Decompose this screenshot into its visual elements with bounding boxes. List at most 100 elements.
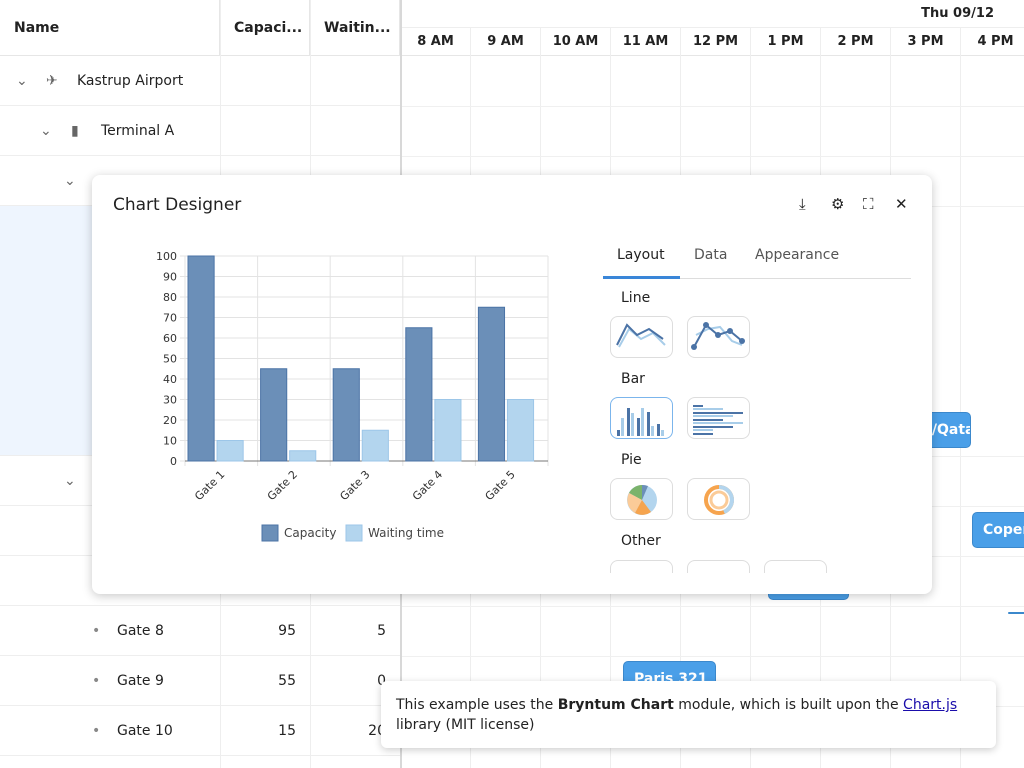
event-bar[interactable] (1008, 612, 1024, 614)
info-note: This example uses the Bryntum Chart modu… (381, 681, 996, 748)
hour-tick: 9 AM (470, 28, 540, 56)
event-bar[interactable]: Copenhagen (972, 512, 1024, 548)
waiting-cell: 0 (377, 673, 386, 689)
pie-chart-option[interactable] (610, 478, 673, 520)
x-tick-label: Gate 5 (483, 468, 518, 503)
grid-header: Name Capaci... Waitin... (0, 0, 400, 56)
chartjs-link[interactable]: Chart.js (903, 697, 958, 713)
y-tick-label: 100 (156, 250, 177, 263)
bar-capacity (477, 306, 506, 462)
x-tick-label: Gate 4 (410, 468, 445, 503)
doughnut-chart-option[interactable] (687, 478, 750, 520)
note-bold: Bryntum Chart (557, 697, 674, 713)
chevron-down-icon[interactable]: ⌄ (64, 473, 76, 489)
tab-appearance[interactable]: Appearance (755, 247, 840, 263)
gate-row[interactable]: • Gate 9 55 0 (0, 656, 400, 706)
waiting-cell: 20 (368, 723, 386, 739)
date-label: Thu 09/12 (921, 6, 994, 21)
x-tick-label: Gate 1 (192, 468, 227, 503)
gate-row[interactable]: • Gate 8 95 5 (0, 606, 400, 656)
bar-chart: 0 10 20 30 40 50 60 70 80 90 100 Gate 1 Gate 2 Gate 3… (156, 250, 549, 542)
chevron-down-icon[interactable]: ⌄ (16, 73, 28, 89)
section-bar: Bar (621, 371, 645, 387)
row-name: Terminal A (101, 123, 175, 139)
bar-waiting-time (216, 440, 244, 462)
section-pie: Pie (621, 452, 642, 468)
chevron-down-icon[interactable]: ⌄ (64, 173, 76, 189)
bar-waiting-time (289, 450, 317, 462)
column-header-waiting[interactable]: Waitin... (310, 0, 400, 56)
chevron-down-icon[interactable]: ⌄ (40, 123, 52, 139)
hour-tick: 8 AM (400, 28, 470, 56)
waiting-cell: 5 (377, 623, 386, 639)
column-header-capacity[interactable]: Capaci... (220, 0, 310, 56)
legend-swatch (261, 524, 279, 542)
tab-bar: Layout Data Appearance (603, 237, 911, 279)
capacity-cell: 55 (278, 673, 296, 689)
bar-waiting-time (361, 429, 389, 462)
radar-chart-option[interactable] (764, 560, 827, 573)
legend-label: Capacity (284, 526, 336, 540)
y-tick-label: 80 (163, 291, 177, 304)
chart-type-list[interactable]: Line Bar Pie Other (603, 285, 923, 573)
section-other: Other (621, 533, 661, 549)
tree-row[interactable] (0, 556, 400, 606)
bar-waiting-time (434, 399, 462, 462)
gate-row[interactable]: • Gate 10 15 20 (0, 706, 400, 756)
y-tick-label: 20 (163, 414, 177, 427)
y-tick-label: 60 (163, 332, 177, 345)
capacity-cell: 95 (278, 623, 296, 639)
building-icon: ▮ (71, 123, 79, 139)
row-name: Kastrup Airport (77, 73, 184, 89)
scatter-chart-option[interactable] (610, 560, 673, 573)
legend-swatch (345, 524, 363, 542)
note-text: This example uses the (396, 697, 558, 713)
tree-row-airport[interactable]: ⌄ ✈ Kastrup Airport (0, 56, 400, 106)
line-points-chart-option[interactable] (687, 316, 750, 358)
bar-capacity (332, 368, 360, 462)
x-tick-label: Gate 2 (265, 468, 300, 503)
hour-tick: 10 AM (540, 28, 610, 56)
hour-tick: 1 PM (750, 28, 820, 56)
y-tick-label: 50 (163, 353, 177, 366)
fullscreen-icon[interactable]: ⛶ (863, 195, 874, 213)
close-icon[interactable]: ✕ (895, 195, 908, 213)
chart-designer-dialog: Chart Designer ⤓ ⚙ ⛶ ✕ 0 10 20 30 40 50 60 70 80… (92, 175, 932, 594)
y-tick-label: 0 (170, 455, 177, 468)
hour-tick: 3 PM (890, 28, 960, 56)
y-tick-label: 30 (163, 394, 177, 407)
legend-label: Waiting time (368, 526, 444, 540)
tree-row-terminal[interactable]: ⌄ ▮ Terminal A (0, 106, 400, 156)
y-tick-label: 40 (163, 373, 177, 386)
bar-capacity (405, 327, 433, 462)
y-tick-label: 70 (163, 312, 177, 325)
bar-waiting-time (506, 399, 535, 462)
y-tick-label: 90 (163, 271, 177, 284)
bar-capacity (260, 368, 288, 462)
column-header-name[interactable]: Name (0, 0, 220, 56)
row-name: Gate 8 (117, 623, 164, 639)
tab-layout[interactable]: Layout (617, 247, 665, 263)
airplane-icon: ✈ (46, 73, 58, 89)
row-name: Gate 10 (117, 723, 173, 739)
capacity-cell: 15 (278, 723, 296, 739)
hour-tick: 11 AM (610, 28, 680, 56)
bubble-chart-option[interactable] (687, 560, 750, 573)
tab-data[interactable]: Data (694, 247, 728, 263)
download-icon[interactable]: ⤓ (799, 195, 806, 213)
bar-capacity (187, 255, 215, 462)
hour-tick: 12 PM (680, 28, 750, 56)
row-name: Gate 9 (117, 673, 164, 689)
x-tick-label: Gate 3 (337, 468, 372, 503)
note-text: module, which is built upon the (673, 697, 904, 713)
line-chart-option[interactable] (610, 316, 673, 358)
bar-chart-option[interactable] (610, 397, 673, 439)
gear-icon[interactable]: ⚙ (831, 195, 845, 213)
y-tick-label: 10 (163, 435, 177, 448)
dialog-title: Chart Designer (113, 195, 242, 215)
note-text: library (MIT license) (396, 717, 535, 733)
horizontal-bar-chart-option[interactable] (687, 397, 750, 439)
hour-tick: 4 PM (960, 28, 1024, 56)
timeline-header: Thu 09/12 (402, 0, 1024, 56)
hour-tick: 2 PM (820, 28, 890, 56)
